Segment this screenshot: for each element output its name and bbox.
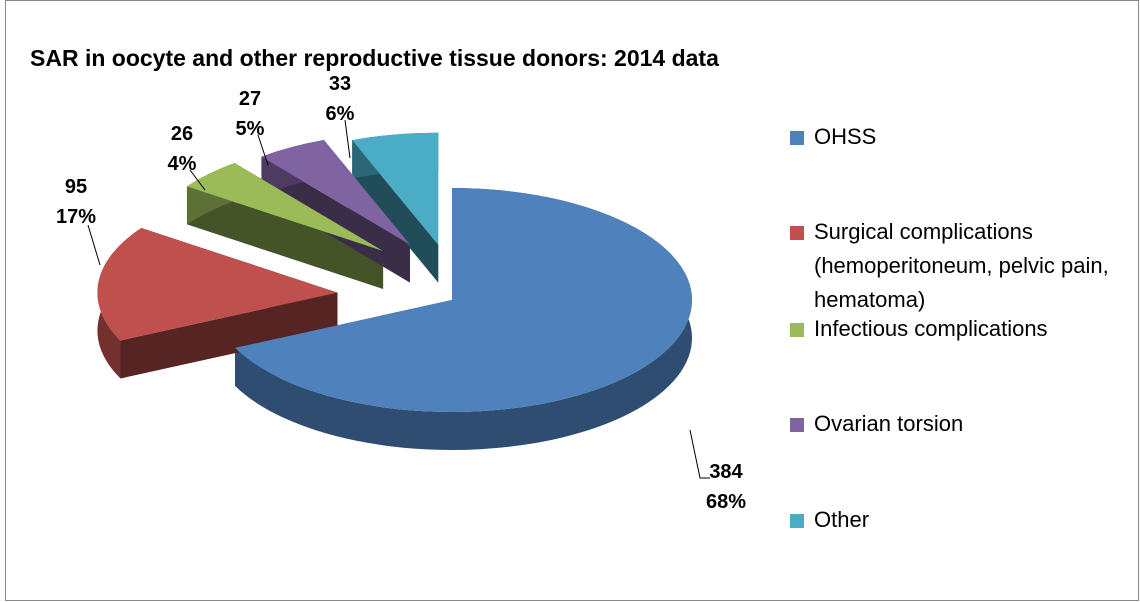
leader-line xyxy=(257,134,269,166)
legend-swatch xyxy=(790,514,804,528)
legend-label: Ovarian torsion xyxy=(814,411,964,436)
slice xyxy=(261,140,410,245)
slice xyxy=(352,132,439,245)
slice-wall xyxy=(120,292,338,379)
legend-label: Other xyxy=(814,507,870,532)
slice xyxy=(235,188,692,413)
data-label: 26 xyxy=(171,123,193,145)
data-label: 27 xyxy=(239,88,261,110)
data-label-percent: 68% xyxy=(706,491,746,513)
chart-title: SAR in oocyte and other reproductive tis… xyxy=(30,45,719,71)
legend-item: Other xyxy=(790,503,1130,537)
data-label-percent: 4% xyxy=(168,153,197,175)
legend-swatch xyxy=(790,226,804,240)
legend-item: Surgical complications (hemoperitoneum, … xyxy=(790,215,1130,317)
legend-label: Surgical complications (hemoperitoneum, … xyxy=(814,219,1109,312)
legend-swatch xyxy=(790,418,804,432)
data-label-percent: 17% xyxy=(56,206,96,228)
slice-wall xyxy=(186,186,384,289)
legend-swatch xyxy=(790,131,804,145)
legend-item: Infectious complications xyxy=(790,312,1130,346)
slice-wall xyxy=(261,156,410,283)
leader-line xyxy=(87,224,101,266)
data-label-percent: 6% xyxy=(326,103,355,125)
leader-line xyxy=(344,119,351,159)
data-label: 95 xyxy=(65,176,87,198)
slice xyxy=(186,162,384,251)
data-label: 33 xyxy=(329,73,351,95)
leader-line xyxy=(689,429,710,479)
slice xyxy=(97,228,338,341)
slice-wall xyxy=(352,140,439,283)
data-label: 384 xyxy=(709,461,743,483)
legend-item: Ovarian torsion xyxy=(790,407,1130,441)
legend-item: OHSS xyxy=(790,120,1130,154)
legend-swatch xyxy=(790,323,804,337)
legend-label: OHSS xyxy=(814,124,877,149)
legend-label: Infectious complications xyxy=(814,316,1048,341)
leader-line xyxy=(189,169,206,191)
data-label-percent: 5% xyxy=(236,118,265,140)
